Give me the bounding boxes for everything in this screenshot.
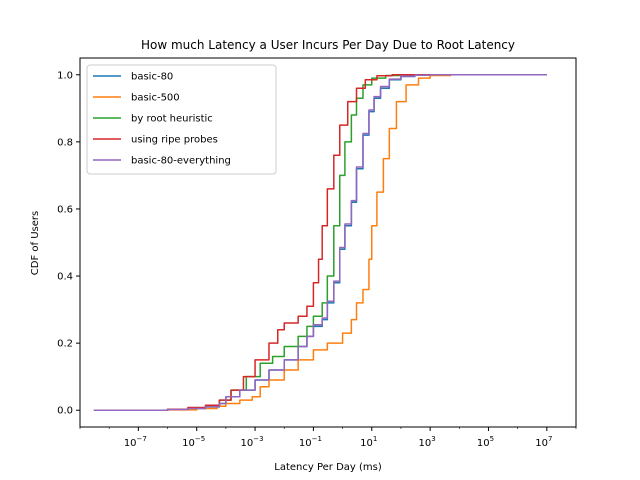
y-tick-label-5: 1.0 <box>57 70 73 81</box>
legend-label-0: basic-80 <box>131 72 173 83</box>
y-tick-label-2: 0.4 <box>57 272 73 283</box>
x-tick-label-0: 10−7 <box>124 435 147 449</box>
plot-area <box>79 57 577 428</box>
series-line-4 <box>93 74 547 411</box>
x-tick-label-3: 10−1 <box>299 435 322 449</box>
x-tick-label-1: 10−5 <box>182 435 205 449</box>
legend-box <box>86 64 277 175</box>
x-axis-label: Latency Per Day (ms) <box>274 462 382 473</box>
legend-label-2: by root heuristic <box>131 114 213 125</box>
y-tick-label-1: 0.2 <box>57 339 73 350</box>
legend-label-4: basic-80-everything <box>131 156 231 167</box>
y-axis-label: CDF of Users <box>30 211 41 275</box>
y-tick-label-4: 0.8 <box>57 137 73 148</box>
chart-title: How much Latency a User Incurs Per Day D… <box>141 38 515 52</box>
axes-frame <box>79 57 577 428</box>
series-lines <box>93 74 547 411</box>
x-tick-label-5: 103 <box>419 435 436 449</box>
x-tick-label-6: 105 <box>477 435 494 449</box>
legend-label-3: using ripe probes <box>131 135 218 146</box>
y-tick-label-0: 0.0 <box>57 406 73 417</box>
legend-label-1: basic-500 <box>131 93 180 104</box>
y-axis-ticks: 0.0 0.2 0.4 0.6 0.8 1.0 <box>57 70 80 417</box>
x-tick-label-4: 101 <box>360 435 377 449</box>
x-tick-label-7: 107 <box>535 435 552 449</box>
x-axis-ticks: 10−7 10−5 10−3 10−1 101 103 105 107 <box>79 427 577 449</box>
x-tick-label-2: 10−3 <box>241 435 264 449</box>
legend: basic-80 basic-500 by root heuristic using … <box>86 64 277 175</box>
y-tick-label-3: 0.6 <box>57 204 73 215</box>
